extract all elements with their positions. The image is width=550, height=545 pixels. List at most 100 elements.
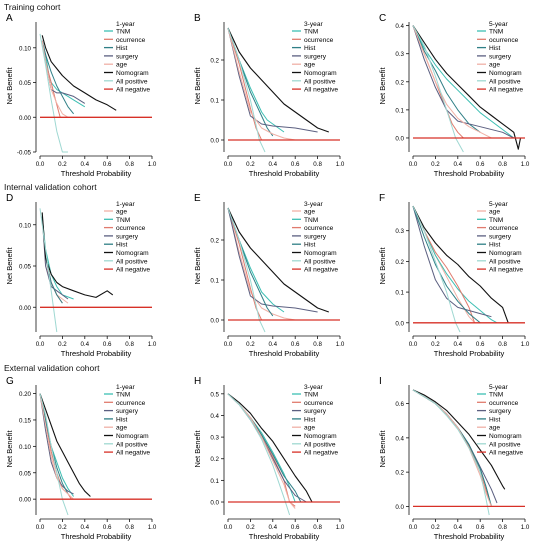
legend-label-surgery: surgery bbox=[116, 233, 139, 240]
legend-label-surgery: surgery bbox=[116, 408, 139, 415]
series-line-age bbox=[227, 393, 296, 509]
x-tick-label: 0.0 bbox=[36, 524, 45, 531]
x-axis-label: Threshold Probability bbox=[61, 169, 132, 178]
legend-label-hist: Hist bbox=[489, 45, 501, 52]
legend-label-tnm: TNM bbox=[489, 217, 503, 224]
y-tick-label: -0.05 bbox=[17, 150, 32, 157]
series-line-nomogram bbox=[227, 393, 313, 503]
y-axis-label: Net Benefit bbox=[378, 247, 387, 285]
legend-label-all-negative: All negative bbox=[489, 450, 523, 457]
y-axis-label: Net Benefit bbox=[378, 67, 387, 105]
panel-f: F 0.0 0.1 0.2 0.3 0.0 0.2 0.4 0.6 0.8 1.0 Threshold… bbox=[378, 193, 530, 358]
legend-label-age: age bbox=[304, 425, 315, 432]
legend-title: 5-year bbox=[489, 384, 508, 391]
legend-label-age: age bbox=[116, 425, 127, 432]
legend-label-ocurrence: ocurrence bbox=[304, 225, 334, 232]
y-tick-label: 0.10 bbox=[19, 45, 32, 52]
y-axis-label: Net Benefit bbox=[5, 67, 14, 105]
panel-g: G 0.00 0.05 0.10 0.15 0.20 0.0 0.2 0.4 0.6 0.8 1.0 T… bbox=[5, 376, 157, 541]
x-tick-label: 0.0 bbox=[224, 161, 233, 168]
panel-label-h: H bbox=[194, 376, 201, 387]
legend-label-tnm: TNM bbox=[489, 29, 503, 36]
series-line-nomogram bbox=[412, 25, 522, 150]
series-line-age bbox=[227, 27, 296, 141]
legend-label-hist: Hist bbox=[304, 45, 316, 52]
panel-label-g: G bbox=[6, 376, 14, 387]
y-tick-label: 0.1 bbox=[210, 478, 219, 485]
panel-label-c: C bbox=[379, 13, 386, 24]
legend-label-hist: Hist bbox=[489, 242, 501, 249]
x-tick-label: 1.0 bbox=[148, 161, 157, 168]
legend-label-age: age bbox=[304, 62, 315, 69]
x-tick-label: 0.2 bbox=[58, 341, 67, 348]
panel-h: H 0.0 0.1 0.2 0.3 0.4 0.5 0.0 0.2 0.4 0.6 0.8 1.0 Thr… bbox=[193, 376, 345, 541]
legend-label-all-negative: All negative bbox=[304, 87, 338, 94]
x-tick-label: 1.0 bbox=[336, 341, 345, 348]
panel-label-e: E bbox=[194, 193, 201, 204]
x-tick-label: 0.2 bbox=[431, 524, 440, 531]
legend-label-all-negative: All negative bbox=[116, 87, 150, 94]
series-line-tnm bbox=[41, 40, 86, 108]
series-line-all-positive bbox=[227, 27, 266, 153]
legend-label-all-negative: All negative bbox=[116, 267, 150, 274]
legend-label-ocurrence: ocurrence bbox=[116, 225, 146, 232]
legend-label-ocurrence: ocurrence bbox=[304, 37, 334, 44]
series-line-age bbox=[227, 207, 296, 321]
series-line-all-positive bbox=[39, 393, 69, 516]
x-tick-label: 0.6 bbox=[291, 341, 300, 348]
legend-label-all-positive: All positive bbox=[489, 258, 521, 265]
legend-label-tnm: TNM bbox=[304, 392, 318, 399]
legend-label-all-negative: All negative bbox=[304, 267, 338, 274]
series-line-all-positive bbox=[227, 393, 291, 516]
legend-label-tnm: TNM bbox=[304, 29, 318, 36]
x-axis-label: Threshold Probability bbox=[249, 169, 320, 178]
x-tick-label: 0.4 bbox=[453, 161, 462, 168]
x-tick-label: 0.0 bbox=[409, 341, 418, 348]
legend-label-age: age bbox=[489, 62, 500, 69]
x-tick-label: 1.0 bbox=[336, 524, 345, 531]
legend-label-all-positive: All positive bbox=[304, 258, 336, 265]
y-tick-label: 0.2 bbox=[395, 259, 404, 266]
legend-label-hist: Hist bbox=[116, 242, 128, 249]
x-tick-label: 0.2 bbox=[431, 341, 440, 348]
x-tick-label: 0.4 bbox=[453, 341, 462, 348]
series-line-hist bbox=[412, 389, 492, 507]
x-axis-label: Threshold Probability bbox=[434, 169, 505, 178]
legend-label-nomogram: Nomogram bbox=[489, 70, 522, 77]
y-tick-label: 0.3 bbox=[395, 228, 404, 235]
legend-title: 3-year bbox=[304, 201, 323, 208]
series-line-ocurrence bbox=[412, 389, 492, 507]
x-axis-label: Threshold Probability bbox=[249, 349, 320, 358]
series-line-nomogram bbox=[227, 207, 329, 313]
x-axis-label: Threshold Probability bbox=[249, 532, 320, 541]
legend-label-all-negative: All negative bbox=[489, 267, 523, 274]
panel-label-a: A bbox=[6, 13, 13, 24]
legend-label-surgery: surgery bbox=[489, 408, 512, 415]
x-tick-label: 0.8 bbox=[125, 161, 134, 168]
y-axis-label: Net Benefit bbox=[378, 430, 387, 468]
series-line-tnm bbox=[412, 25, 515, 139]
legend-label-ocurrence: ocurrence bbox=[116, 400, 146, 407]
series-line-tnm bbox=[227, 27, 285, 133]
legend-label-ocurrence: ocurrence bbox=[116, 37, 146, 44]
legend-label-ocurrence: ocurrence bbox=[304, 400, 334, 407]
y-tick-label: 0.2 bbox=[395, 79, 404, 86]
y-axis-label: Net Benefit bbox=[193, 430, 202, 468]
y-tick-label: 0.5 bbox=[210, 391, 219, 398]
y-tick-label: 0.10 bbox=[19, 222, 32, 229]
panel-i: I 0.0 0.2 0.4 0.6 0.0 0.2 0.4 0.6 0.8 1.0 Threshold… bbox=[378, 376, 530, 541]
legend-label-age: age bbox=[116, 62, 127, 69]
legend-title: 1-year bbox=[116, 384, 135, 391]
panel-e: E 0.0 0.1 0.2 0.0 0.2 0.4 0.6 0.8 1.0 Threshold Pr… bbox=[193, 193, 345, 358]
legend-title: 1-year bbox=[116, 201, 135, 208]
legend-label-age: age bbox=[489, 425, 500, 432]
x-tick-label: 0.4 bbox=[453, 524, 462, 531]
series-line-ocurrence bbox=[227, 27, 263, 141]
legend-label-age: age bbox=[304, 209, 315, 216]
y-tick-label: 0.2 bbox=[210, 238, 219, 245]
legend-label-ocurrence: ocurrence bbox=[489, 37, 519, 44]
y-axis-label: Net Benefit bbox=[5, 430, 14, 468]
x-tick-label: 0.2 bbox=[246, 341, 255, 348]
legend-label-tnm: TNM bbox=[116, 217, 130, 224]
series-line-surgery bbox=[227, 27, 318, 133]
